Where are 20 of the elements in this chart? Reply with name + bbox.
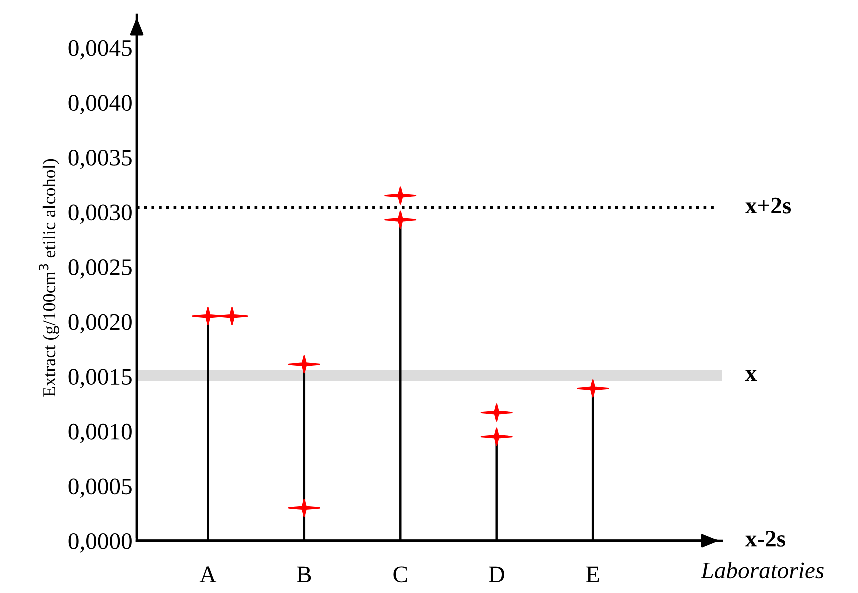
y-tick-label: 0,0005 xyxy=(68,478,132,498)
y-tick-label: 0,0045 xyxy=(68,40,132,60)
y-tick-label: 0,0030 xyxy=(68,204,132,224)
ref-line-label: x+2s xyxy=(745,198,792,214)
y-tick-label: 0,0010 xyxy=(68,424,132,444)
x-axis-title: Laboratories xyxy=(701,562,824,579)
y-tick-label: 0,0000 xyxy=(68,533,132,553)
ref-line-label: x-2s xyxy=(745,531,786,547)
y-tick-label: 0,0025 xyxy=(68,260,132,279)
y-tick-label: 0,0020 xyxy=(68,314,132,334)
y-tick-label: 0,0035 xyxy=(68,150,132,170)
band-label: x xyxy=(745,370,758,382)
x-tick-label: E xyxy=(586,566,600,582)
x-tick-label: D xyxy=(489,566,504,582)
x-tick-label: B xyxy=(297,566,312,582)
x-tick-label: A xyxy=(200,566,217,582)
y-tick-label: 0,0040 xyxy=(68,95,132,114)
x-tick-label: C xyxy=(394,566,408,583)
y-tick-label: 0,0015 xyxy=(68,369,132,388)
y-axis-title: Extract (g/100cm$^{3}$ etilic alcohol) xyxy=(39,159,60,397)
